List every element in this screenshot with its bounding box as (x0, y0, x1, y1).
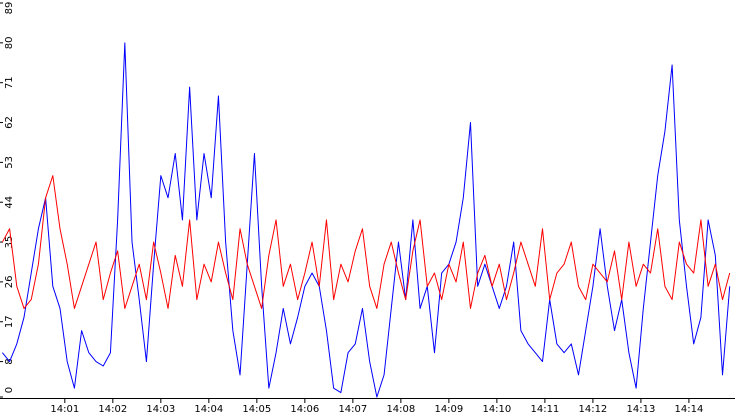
y-tick-label: 53 (4, 156, 15, 169)
x-tick-label: 14:07 (338, 404, 367, 415)
y-tick-label: 62 (4, 116, 15, 129)
y-tick-label: 71 (4, 76, 15, 89)
x-tick-label: 14:12 (578, 404, 607, 415)
x-tick-label: 14:08 (386, 404, 415, 415)
x-tick-label: 14:03 (146, 404, 175, 415)
series-line (1, 175, 731, 309)
series-line (2, 42, 731, 398)
x-tick-label: 14:06 (290, 404, 319, 415)
y-tick-label: 80 (4, 36, 15, 49)
x-tick-label: 14:05 (242, 404, 271, 415)
x-tick-label: 14:11 (530, 404, 559, 415)
y-tick-label: 0 (4, 387, 15, 393)
x-tick-label: 14:13 (626, 404, 655, 415)
x-tick-label: 14:14 (674, 404, 703, 415)
x-tick-label: 14:04 (194, 404, 223, 415)
x-tick-label: 14:02 (98, 404, 127, 415)
y-tick-label: 26 (4, 276, 15, 289)
y-tick-label: 44 (4, 196, 15, 209)
x-tick-label: 14:01 (50, 404, 79, 415)
x-tick-label: 14:10 (482, 404, 511, 415)
x-tick-label: 14:09 (434, 404, 463, 415)
y-tick-label: 35 (4, 236, 15, 249)
y-tick-label: 89 (4, 2, 15, 15)
y-tick-label: 17 (4, 315, 15, 328)
